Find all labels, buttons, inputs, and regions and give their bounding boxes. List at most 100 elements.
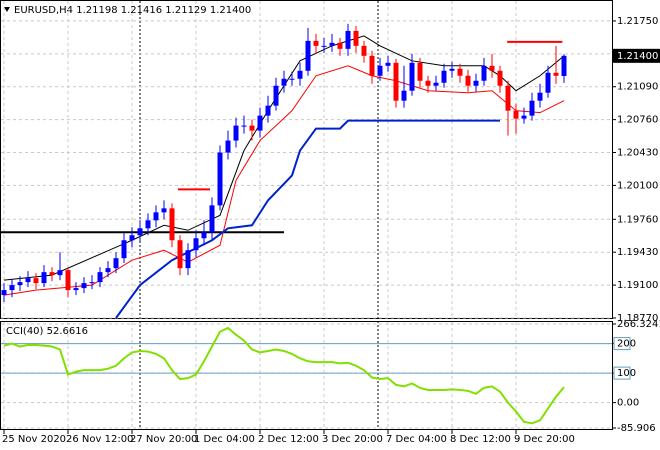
candle-body: [105, 268, 111, 273]
x-tick-label: 7 Dec 04:00: [386, 434, 447, 445]
indicator-line: [3, 65, 565, 296]
high-label: 1.21416: [121, 5, 162, 16]
candle-body: [529, 100, 535, 116]
y-tick-label: 1.19760: [617, 214, 658, 225]
candle-body: [25, 278, 31, 283]
candle-body: [9, 285, 15, 291]
x-tick-label: 2 Dec 12:00: [258, 434, 319, 445]
candle-body: [81, 283, 87, 289]
x-tick-label: 3 Dec 20:00: [322, 434, 383, 445]
candle-body: [505, 85, 511, 111]
candle-body: [49, 272, 55, 276]
y-tick-label: 200: [617, 339, 636, 350]
candle-body: [145, 220, 151, 229]
y-tick-label: -85.906: [617, 423, 656, 434]
candle-body: [113, 258, 119, 269]
candle-body: [305, 40, 311, 71]
candle-body: [89, 282, 95, 284]
candle-body: [441, 70, 447, 83]
candle-body: [353, 30, 359, 46]
candle-body: [33, 278, 39, 284]
close-label: 1.21400: [210, 5, 251, 16]
level-label-box: [613, 337, 631, 351]
candle-body: [217, 152, 223, 206]
candle-body: [273, 85, 279, 106]
x-tick-label: 27 Nov 20:00: [130, 434, 197, 445]
y-tick-label: 1.21090: [617, 82, 658, 93]
candle-body: [281, 78, 287, 86]
candle-body: [481, 65, 487, 81]
x-tick-label: 9 Dec 20:00: [514, 434, 575, 445]
candle-body: [289, 78, 295, 80]
candle-body: [321, 45, 327, 47]
candle-body: [385, 62, 391, 66]
candle-body: [417, 62, 423, 81]
candle-body: [225, 140, 231, 153]
chart-header: EURUSD,H4 1.21198 1.21416 1.21129 1.2140…: [14, 5, 251, 16]
candle-body: [433, 82, 439, 86]
candle-body: [185, 250, 191, 269]
cci-header: CCI(40) 52.6616: [6, 326, 88, 337]
y-tick-label: 1.20760: [617, 115, 658, 126]
candle-body: [121, 240, 127, 259]
candle-body: [257, 115, 263, 131]
candle-body: [377, 65, 383, 76]
candle-body: [337, 42, 343, 49]
candle-body: [137, 228, 143, 236]
candle-body: [537, 92, 543, 101]
candle-body: [249, 125, 255, 131]
candle-body: [169, 208, 175, 241]
candle-body: [449, 68, 455, 71]
candle-body: [153, 212, 159, 221]
current-price-box: [613, 48, 660, 63]
y-tick-label: 1.19100: [617, 280, 658, 291]
candle-body: [345, 30, 351, 49]
symbol: EURUSD,H4: [14, 5, 73, 16]
candle-body: [401, 90, 407, 101]
candle-body: [393, 62, 399, 101]
candle-body: [561, 55, 567, 76]
indicator-line: [115, 119, 500, 319]
candle-body: [409, 62, 415, 91]
candle-body: [521, 115, 527, 119]
cci-line: [3, 326, 565, 425]
candle-body: [201, 232, 207, 239]
candle-body: [241, 125, 247, 127]
candle-body: [465, 75, 471, 86]
candle-body: [361, 45, 367, 56]
y-tick-label: 1.19430: [617, 247, 658, 258]
current-price-label: 1.21400: [617, 51, 658, 62]
candle-body: [297, 70, 303, 79]
candle-body: [65, 270, 71, 291]
y-tick-label: 266.3241: [617, 319, 660, 330]
candle-body: [313, 40, 319, 46]
y-tick-label: 100: [617, 368, 636, 379]
candle-body: [473, 80, 479, 86]
x-tick-label: 26 Nov 12:00: [66, 434, 133, 445]
y-tick-label: 1.20100: [617, 180, 658, 191]
low-label: 1.21129: [165, 5, 206, 16]
candle-body: [457, 68, 463, 76]
candle-body: [489, 65, 495, 71]
y-tick-label: 1.18770: [617, 313, 658, 324]
menu-icon[interactable]: [4, 7, 10, 12]
candle-body: [425, 80, 431, 86]
candle-body: [329, 42, 335, 46]
cci-panel: [0, 321, 613, 430]
candle-body: [193, 238, 199, 251]
candle-body: [1, 290, 7, 296]
candle-body: [265, 105, 271, 116]
candle-body: [17, 282, 23, 286]
cci-value: 52.6616: [47, 326, 88, 337]
candle-body: [129, 235, 135, 241]
candle-body: [553, 72, 559, 76]
candle-body: [97, 272, 103, 283]
level-label-box: [613, 366, 631, 380]
main-panel: [0, 0, 613, 319]
x-tick-label: 8 Dec 12:00: [450, 434, 511, 445]
candle-body: [209, 205, 215, 233]
candle-body: [73, 288, 79, 291]
candle-body: [233, 125, 239, 141]
x-tick-label: 25 Nov 2020: [2, 434, 66, 445]
